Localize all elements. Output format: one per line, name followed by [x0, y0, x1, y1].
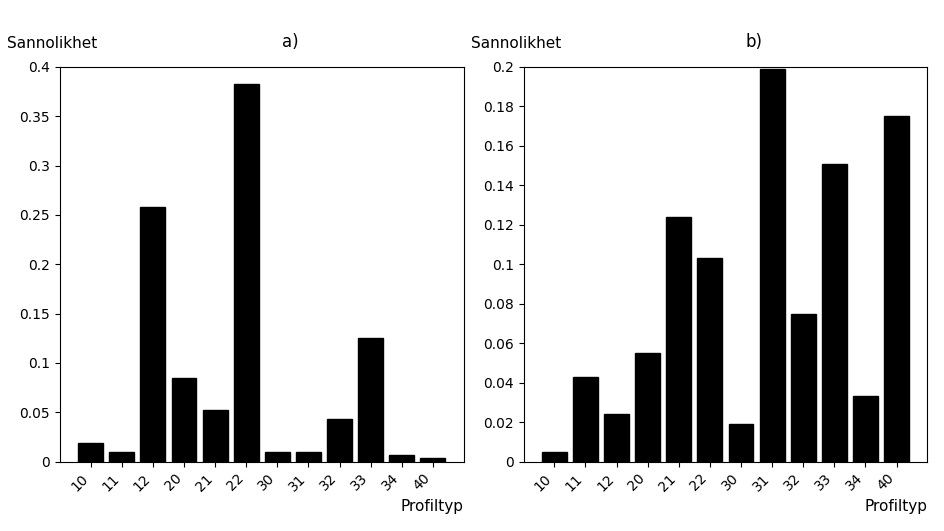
Bar — [791, 314, 816, 461]
X-axis label: Profiltyp: Profiltyp — [865, 499, 927, 515]
Bar — [358, 338, 383, 461]
Bar — [698, 259, 722, 461]
Bar — [853, 397, 878, 461]
Bar — [573, 377, 598, 461]
Bar — [420, 458, 446, 461]
Bar — [328, 419, 352, 461]
Bar — [203, 410, 228, 461]
Bar — [666, 217, 691, 461]
Text: Sannolikhet: Sannolikhet — [471, 36, 562, 51]
Bar — [542, 452, 566, 461]
Bar — [78, 443, 103, 461]
Bar — [885, 116, 909, 461]
Text: b): b) — [746, 33, 763, 51]
Bar — [110, 452, 134, 461]
Text: Sannolikhet: Sannolikhet — [8, 36, 97, 51]
Bar — [234, 84, 259, 461]
Text: a): a) — [282, 33, 298, 51]
Bar — [604, 414, 629, 461]
Bar — [265, 452, 290, 461]
Bar — [729, 424, 753, 461]
X-axis label: Profiltyp: Profiltyp — [400, 499, 464, 515]
Bar — [141, 207, 165, 461]
Bar — [389, 455, 414, 461]
Bar — [822, 164, 847, 461]
Bar — [760, 69, 784, 461]
Bar — [296, 452, 321, 461]
Bar — [172, 378, 196, 461]
Bar — [635, 353, 660, 461]
